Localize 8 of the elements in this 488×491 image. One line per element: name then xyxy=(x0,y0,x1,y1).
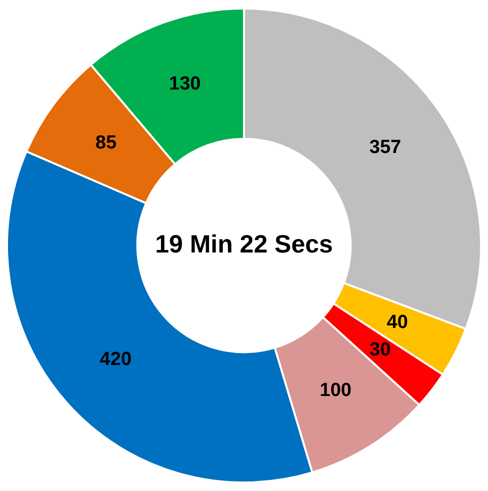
data-label: 357 xyxy=(369,136,402,158)
data-label: 40 xyxy=(386,312,408,334)
data-label: 130 xyxy=(168,73,201,94)
text: 19 Min 22 Secs xyxy=(155,230,333,258)
data-label: 85 xyxy=(95,132,117,154)
data-label: 100 xyxy=(320,380,352,402)
data-label: 420 xyxy=(100,348,132,370)
data-label: 30 xyxy=(369,340,391,361)
